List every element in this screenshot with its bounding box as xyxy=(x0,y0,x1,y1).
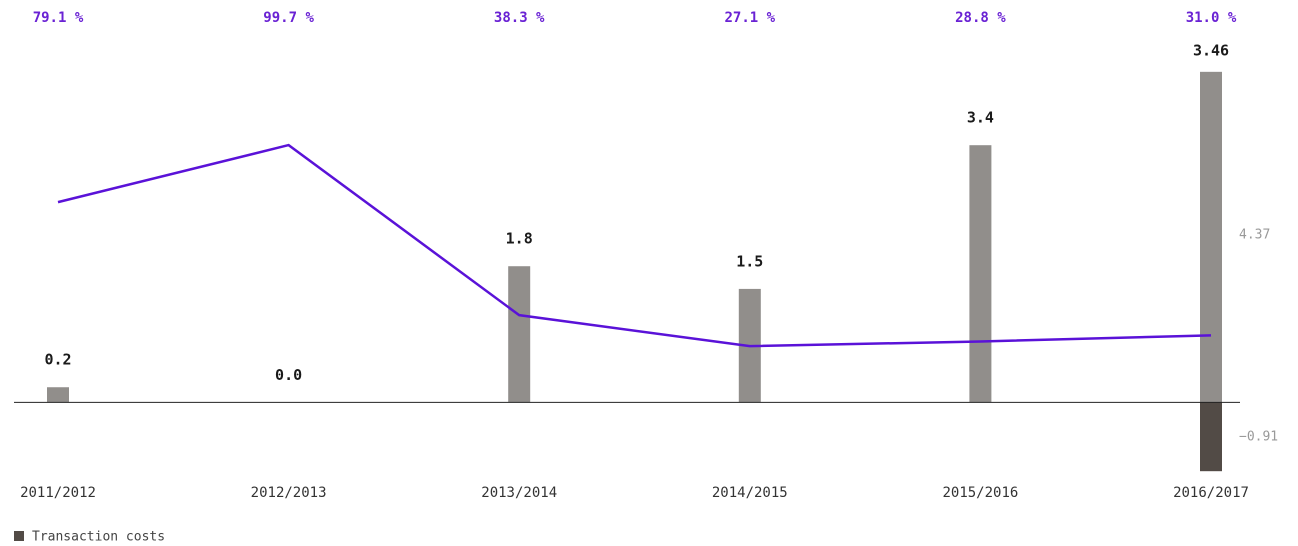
value-label: 0.2 xyxy=(44,351,71,369)
value-label: 1.8 xyxy=(506,230,533,248)
value-label: 1.5 xyxy=(736,252,763,270)
legend-swatch xyxy=(14,531,24,541)
bar xyxy=(1200,71,1222,403)
value-label: 4.37 xyxy=(1239,228,1270,243)
bar xyxy=(47,387,69,403)
line-value-label: 31.0 % xyxy=(1186,10,1237,26)
x-tick-label: 2014/2015 xyxy=(712,485,788,501)
line-value-label: 27.1 % xyxy=(725,10,776,26)
line-value-label: 38.3 % xyxy=(494,10,545,26)
x-tick-label: 2011/2012 xyxy=(20,485,96,501)
x-tick-label: 2015/2016 xyxy=(942,485,1018,501)
bar xyxy=(1200,402,1222,472)
bar xyxy=(969,145,992,403)
legend-label: Transaction costs xyxy=(32,530,165,545)
line-value-label: 28.8 % xyxy=(955,10,1006,26)
value-label: 3.4 xyxy=(967,109,994,127)
x-tick-label: 2012/2013 xyxy=(251,485,327,501)
line-value-label: 79.1 % xyxy=(33,10,84,26)
bar xyxy=(508,266,531,403)
value-label: 0.0 xyxy=(275,366,302,384)
x-tick-label: 2013/2014 xyxy=(481,485,557,501)
value-label: −0.91 xyxy=(1239,429,1278,444)
line-value-label: 99.7 % xyxy=(263,10,314,26)
x-tick-label: 2016/2017 xyxy=(1173,485,1249,501)
line xyxy=(57,143,1212,348)
total-label: 3.46 xyxy=(1193,42,1229,60)
